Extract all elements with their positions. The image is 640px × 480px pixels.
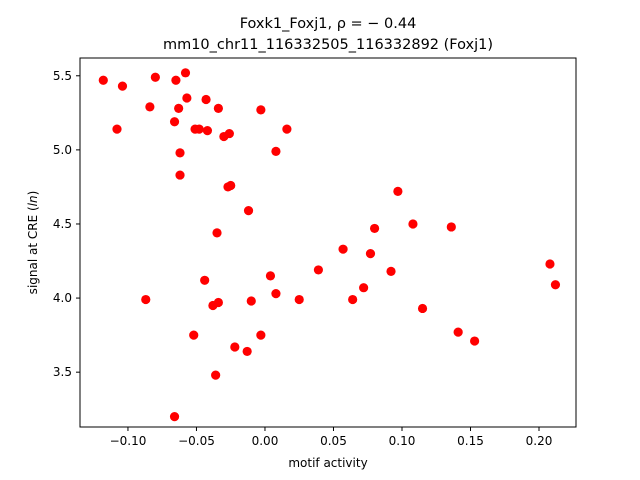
data-point-25 — [212, 228, 222, 238]
data-point-53 — [211, 370, 221, 380]
data-point-42 — [348, 294, 358, 305]
data-point-5 — [112, 124, 122, 134]
data-point-3 — [171, 75, 181, 85]
x-tick-label: 0.05 — [320, 434, 347, 448]
data-point-8 — [182, 93, 192, 103]
data-point-41 — [294, 294, 304, 305]
data-point-18 — [282, 124, 292, 134]
data-point-35 — [550, 280, 561, 290]
data-point-24 — [243, 206, 254, 216]
data-point-16 — [224, 128, 234, 139]
data-point-33 — [386, 266, 396, 276]
plot-frame — [79, 57, 577, 428]
data-point-38 — [359, 283, 369, 293]
data-point-23 — [226, 180, 236, 191]
data-point-20 — [271, 146, 281, 156]
data-point-52 — [242, 346, 252, 357]
y-tick-label: 5.0 — [53, 143, 72, 157]
data-point-0 — [98, 75, 108, 85]
data-point-7 — [174, 103, 184, 113]
data-point-4 — [180, 68, 191, 78]
data-point-21 — [175, 170, 185, 180]
y-tick-label: 4.0 — [53, 291, 72, 305]
data-point-45 — [246, 296, 256, 306]
data-point-2 — [150, 72, 160, 82]
data-point-40 — [141, 294, 151, 305]
data-point-47 — [189, 330, 199, 340]
y-tick-label: 3.5 — [53, 365, 72, 379]
x-tick-label: 0.15 — [457, 434, 484, 448]
data-point-54 — [169, 412, 180, 422]
x-tick-label: 0.00 — [252, 434, 279, 448]
data-point-34 — [545, 259, 555, 269]
data-point-50 — [470, 336, 480, 346]
x-tick-label: 0.20 — [526, 434, 553, 448]
data-point-29 — [369, 223, 380, 234]
data-point-19 — [175, 148, 185, 158]
x-tick-label: 0.10 — [389, 434, 416, 448]
data-point-46 — [417, 303, 428, 314]
data-point-31 — [365, 249, 376, 259]
y-axis-label: signal at CRE (ln) — [26, 191, 40, 295]
x-tick-label: −0.10 — [110, 434, 147, 448]
data-point-9 — [201, 94, 211, 105]
data-point-1 — [117, 81, 128, 91]
data-point-14 — [202, 126, 213, 136]
data-point-37 — [200, 275, 210, 285]
x-axis: −0.10 −0.05 0.00 0.05 0.10 0.15 0.20 — [110, 427, 553, 448]
data-point-39 — [271, 289, 281, 299]
data-point-17 — [256, 105, 266, 115]
data-point-10 — [213, 103, 223, 113]
data-point-51 — [230, 342, 240, 352]
chart-title-line-1: Foxk1_Foxj1, ρ = − 0.44 — [240, 16, 417, 32]
x-axis-label: motif activity — [288, 456, 367, 470]
data-point-44 — [208, 300, 218, 311]
x-tick-label: −0.05 — [178, 434, 215, 448]
data-point-30 — [338, 244, 348, 254]
data-point-32 — [313, 265, 324, 275]
y-tick-label: 4.5 — [53, 217, 72, 231]
y-axis: 3.5 4.0 4.5 5.0 5.5 — [53, 69, 80, 379]
data-point-27 — [408, 219, 418, 229]
points-layer — [98, 68, 561, 422]
data-point-28 — [446, 222, 456, 232]
data-point-6 — [145, 102, 155, 112]
data-point-48 — [256, 330, 266, 340]
chart-title-line-2: mm10_chr11_116332505_116332892 (Foxj1) — [163, 37, 493, 53]
y-tick-label: 5.5 — [53, 69, 72, 83]
data-point-49 — [453, 327, 463, 337]
data-point-26 — [393, 186, 403, 196]
data-point-36 — [265, 271, 276, 281]
data-point-13 — [194, 124, 204, 134]
data-point-11 — [169, 117, 180, 127]
